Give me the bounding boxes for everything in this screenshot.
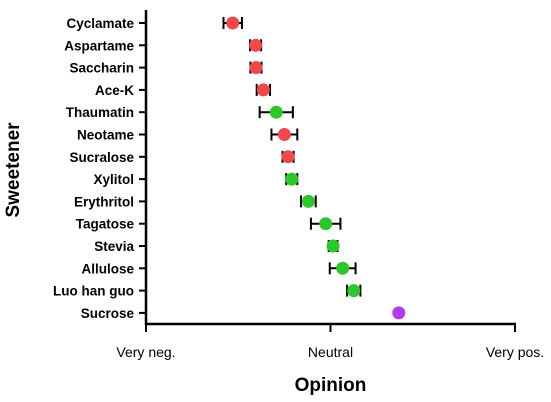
category-label: Thaumatin xyxy=(66,105,134,120)
y-axis-title: Sweetener xyxy=(3,122,24,218)
category-label: Saccharin xyxy=(69,61,134,76)
x-tick-label: Very neg. xyxy=(116,344,175,360)
data-point xyxy=(319,217,333,231)
data-point xyxy=(277,128,291,141)
x-tick-labels: Very neg. Neutral Very pos. xyxy=(116,344,544,360)
data-point xyxy=(249,61,263,75)
x-axis-title: Opinion xyxy=(295,375,367,396)
category-label: Ace-K xyxy=(95,83,134,98)
category-label: Erythritol xyxy=(74,194,134,209)
category-label: Neotame xyxy=(77,128,135,143)
data-point xyxy=(249,38,263,52)
x-tick-label: Very pos. xyxy=(486,344,544,360)
x-tick-label: Neutral xyxy=(308,344,353,360)
data-point xyxy=(269,105,283,119)
category-label: Tagatose xyxy=(76,217,135,232)
data-point xyxy=(285,172,299,186)
data-point xyxy=(347,284,361,298)
y-axis-ticks xyxy=(139,22,146,314)
category-label: Aspartame xyxy=(64,38,134,53)
category-label: Cyclamate xyxy=(66,16,134,31)
data-points xyxy=(226,16,406,320)
category-label: Sucrose xyxy=(81,306,135,321)
category-label: Luo han guo xyxy=(53,284,134,299)
category-label: Xylitol xyxy=(93,172,134,187)
data-point xyxy=(256,83,270,97)
category-labels: Cyclamate Aspartame Saccharin Ace-K Thaumati… xyxy=(53,16,134,321)
category-label: Stevia xyxy=(94,239,134,254)
data-point xyxy=(392,306,406,320)
data-point xyxy=(326,239,340,253)
category-label: Sucralose xyxy=(69,150,134,165)
data-point xyxy=(336,261,350,275)
data-point xyxy=(301,194,315,208)
category-label: Allulose xyxy=(81,261,134,276)
data-point xyxy=(226,16,240,30)
data-point xyxy=(281,150,295,164)
x-axis-ticks xyxy=(145,324,516,332)
